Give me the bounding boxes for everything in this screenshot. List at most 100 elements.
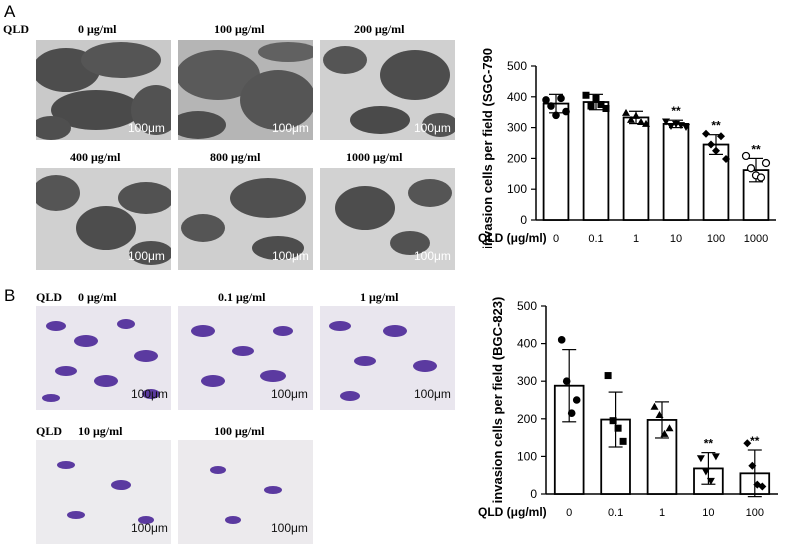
scale-bar-label: 100μm bbox=[271, 521, 308, 535]
y-tick-label: 0 bbox=[520, 213, 527, 227]
x-tick-label: 1000 bbox=[744, 233, 768, 245]
data-point bbox=[562, 377, 571, 385]
micrograph-b-0 bbox=[36, 306, 171, 410]
micrograph-a-5 bbox=[320, 168, 455, 270]
x-tick-label: 0.1 bbox=[608, 507, 623, 519]
micrograph-a-1 bbox=[178, 40, 313, 140]
y-tick-label: 200 bbox=[507, 151, 527, 165]
scale-bar-label: 100μm bbox=[272, 249, 309, 263]
significance-label: ** bbox=[751, 142, 761, 156]
data-point bbox=[552, 111, 560, 120]
data-point bbox=[562, 107, 570, 116]
image-label-a-1: 100 μg/ml bbox=[214, 22, 265, 36]
panel-letter-b: B bbox=[4, 286, 16, 305]
micrograph-a-0 bbox=[36, 40, 171, 140]
bar-100 bbox=[702, 143, 730, 221]
micrograph-b-3 bbox=[36, 440, 171, 544]
data-point bbox=[711, 453, 720, 461]
data-point bbox=[619, 437, 627, 445]
micrograph-b-1 bbox=[178, 306, 313, 410]
image-label-b-0: 0 μg/ml bbox=[78, 290, 117, 304]
image-label-a-2: 200 μg/ml bbox=[354, 22, 405, 36]
y-tick-label: 100 bbox=[517, 449, 537, 463]
micrograph-b-2 bbox=[320, 306, 455, 410]
data-point bbox=[632, 111, 640, 119]
row-label-a: QLD bbox=[3, 22, 30, 36]
data-point bbox=[622, 108, 630, 116]
data-point bbox=[712, 146, 720, 155]
data-point bbox=[572, 396, 581, 404]
x-tick-label: 0 bbox=[566, 507, 572, 519]
data-point bbox=[722, 155, 730, 164]
data-point bbox=[542, 96, 550, 104]
data-point bbox=[587, 102, 595, 110]
y-axis-label: invasion cells per field (SGC-7901) bbox=[480, 48, 495, 248]
data-point bbox=[557, 94, 565, 103]
data-point bbox=[637, 118, 645, 126]
x-tick-label: 0.1 bbox=[588, 233, 603, 245]
image-label-a-4: 800 μg/ml bbox=[210, 150, 261, 164]
bar-10 bbox=[662, 123, 690, 221]
scale-bar-label: 100μm bbox=[131, 387, 168, 401]
micrograph-b-4 bbox=[178, 440, 313, 544]
y-tick-label: 500 bbox=[507, 59, 527, 73]
y-tick-label: 300 bbox=[517, 374, 537, 388]
scale-bar-label: 100μm bbox=[272, 121, 309, 135]
data-point bbox=[597, 101, 605, 108]
bar-chart-b: 0 100 200 300 400 500 invasion cells per field… bbox=[478, 297, 778, 519]
data-point bbox=[682, 123, 690, 131]
scale-bar-label: 100μm bbox=[128, 121, 165, 135]
y-tick-label: 500 bbox=[517, 299, 537, 313]
data-point bbox=[547, 102, 555, 110]
data-point bbox=[741, 151, 751, 161]
scale-bar-label: 100μm bbox=[128, 249, 165, 263]
panel-letter-a: A bbox=[4, 2, 16, 21]
row-label-b: QLD bbox=[36, 290, 63, 304]
data-point bbox=[717, 132, 725, 141]
data-point bbox=[602, 105, 610, 113]
micrograph-a-2 bbox=[320, 40, 455, 140]
x-tick-label: 10 bbox=[670, 233, 682, 245]
x-tick-label: 10 bbox=[702, 507, 714, 519]
data-point bbox=[707, 140, 715, 149]
scale-bar-label: 100μm bbox=[131, 521, 168, 535]
significance-label: ** bbox=[704, 437, 714, 451]
data-point bbox=[604, 372, 612, 380]
data-point bbox=[701, 468, 710, 476]
bar-1 bbox=[622, 116, 650, 221]
image-label-b-1: 0.1 μg/ml bbox=[218, 290, 266, 304]
data-point bbox=[761, 158, 771, 168]
scale-bar-label: 100μm bbox=[414, 249, 451, 263]
image-label-a-5: 1000 μg/ml bbox=[346, 150, 403, 164]
micrograph-a-4 bbox=[178, 168, 313, 270]
data-point bbox=[592, 94, 600, 102]
significance-label: ** bbox=[711, 119, 721, 133]
data-point bbox=[758, 482, 767, 491]
data-point bbox=[660, 429, 669, 437]
data-point bbox=[702, 129, 710, 138]
data-point bbox=[650, 402, 659, 410]
x-tick-label: 100 bbox=[707, 233, 725, 245]
data-point bbox=[696, 455, 705, 463]
data-point bbox=[665, 424, 674, 432]
scale-bar-label: 100μm bbox=[271, 387, 308, 401]
x-tick-label: 1 bbox=[633, 233, 639, 245]
scale-bar-label: 100μm bbox=[414, 387, 451, 401]
image-label-a-0: 0 μg/ml bbox=[78, 22, 117, 36]
y-tick-label: 200 bbox=[517, 412, 537, 426]
bar-0.1 bbox=[582, 101, 610, 221]
image-label-b-3: 10 μg/ml bbox=[78, 424, 123, 438]
image-label-b-2: 1 μg/ml bbox=[360, 290, 399, 304]
x-axis-label: QLD (μg/ml) bbox=[478, 505, 547, 519]
x-tick-label: 0 bbox=[553, 233, 559, 245]
y-axis-label: invasion cells per field (BGC-823) bbox=[490, 297, 505, 504]
y-tick-label: 400 bbox=[517, 337, 537, 351]
data-point bbox=[667, 123, 675, 131]
scale-bar-label: 100μm bbox=[414, 121, 451, 135]
x-axis-label: QLD (μg/ml) bbox=[478, 231, 547, 245]
data-point bbox=[627, 115, 635, 123]
y-tick-label: 100 bbox=[507, 182, 527, 196]
significance-label: ** bbox=[671, 104, 681, 118]
x-tick-label: 1 bbox=[659, 507, 665, 519]
